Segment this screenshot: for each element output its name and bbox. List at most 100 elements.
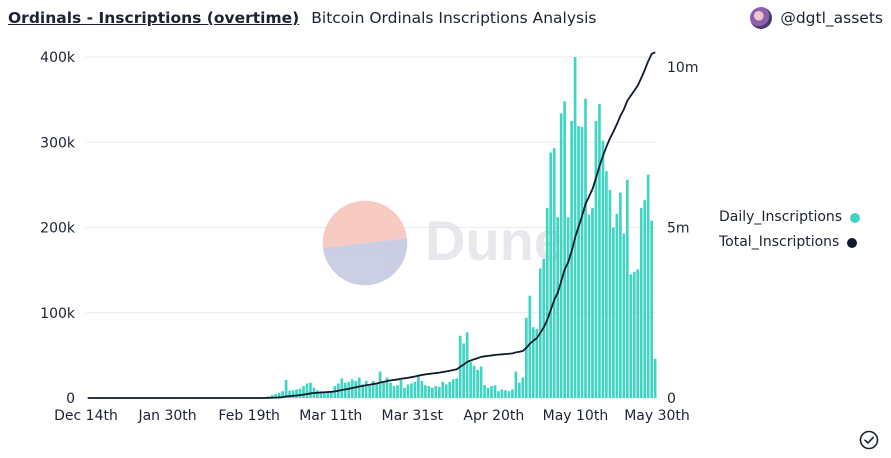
check-circle-icon[interactable] [859,430,879,450]
author-name: @dgtl_assets [780,9,883,27]
daily-inscriptions-bar [615,213,619,398]
avatar [750,7,773,29]
legend-item-daily[interactable]: Daily_Inscriptions [719,205,861,230]
daily-inscriptions-bar [451,379,455,398]
daily-inscriptions-bar [430,387,434,398]
daily-inscriptions-bar [490,386,493,398]
daily-inscriptions-bar [650,220,654,398]
daily-inscriptions-bar [455,378,459,398]
dune-logo-bottom [323,238,408,286]
x-tick-label: Dec 14th [54,408,118,424]
author-link[interactable]: @dgtl_assets [750,7,883,29]
dune-watermark: Dune [322,200,565,286]
daily-inscriptions-bar [472,365,476,398]
daily-inscriptions-bar [465,332,469,398]
daily-inscriptions-bar [598,103,601,398]
daily-inscriptions-bar [535,328,539,398]
daily-inscriptions-bar [284,380,288,398]
daily-inscriptions-bar [646,174,650,398]
daily-inscriptions-bar [591,207,594,398]
dune-watermark-text: Dune [425,209,565,272]
daily-inscriptions-bar [309,382,312,398]
daily-inscriptions-bar [500,389,504,398]
daily-inscriptions-bar [274,394,277,398]
daily-inscriptions-bar [605,171,608,398]
daily-inscriptions-bar [305,383,309,398]
daily-inscriptions-bar [316,390,319,398]
daily-inscriptions-bar [559,113,563,398]
daily-inscriptions-bar [347,381,351,398]
legend-dot-daily [850,212,861,223]
daily-inscriptions-bar [629,274,633,398]
daily-inscriptions-bar [385,377,389,398]
legend-item-total[interactable]: Total_Inscriptions [719,230,860,255]
daily-inscriptions-bar [469,362,472,398]
daily-inscriptions-bar [420,380,424,398]
daily-inscriptions-bar [441,381,445,398]
daily-inscriptions-bar [531,327,535,398]
daily-inscriptions-bar [612,227,615,398]
legend: Daily_Inscriptions Total_Inscriptions [719,205,861,255]
daily-inscriptions-bar [552,148,556,398]
daily-inscriptions-bar [375,384,378,398]
legend-label-daily: Daily_Inscriptions [719,209,843,225]
daily-inscriptions-bar [413,381,417,398]
daily-inscriptions-bar [507,391,511,398]
y-axis-right: 0 5m 10m [667,60,698,407]
daily-inscriptions-bar [625,179,629,398]
daily-inscriptions-bar [437,386,441,398]
daily-inscriptions-bar [580,126,584,399]
daily-inscriptions-bar [403,387,406,398]
daily-inscriptions-bar [462,343,465,398]
daily-inscriptions-bar [587,214,591,398]
daily-inscriptions-bar [326,392,330,398]
daily-inscriptions-bar [528,295,532,398]
x-axis: Dec 14th Jan 30th Feb 19th Mar 11th Mar 31st… [54,408,690,424]
x-tick-label: Mar 31st [382,408,444,424]
daily-inscriptions-bar [563,101,566,398]
chart-header: Ordinals - Inscriptions (overtime) Bitco… [8,6,883,30]
daily-inscriptions-bar [295,389,298,398]
daily-inscriptions-bar [511,389,514,398]
chart-title-link[interactable]: Ordinals - Inscriptions (overtime) [8,9,300,27]
daily-inscriptions-bar [573,57,577,398]
legend-label-total: Total_Inscriptions [719,234,840,250]
daily-inscriptions-bar [406,384,410,398]
daily-inscriptions-bar [639,207,643,398]
daily-inscriptions-bar [396,385,399,398]
x-tick-label: May 10th [543,408,609,424]
daily-inscriptions-bar [448,381,452,398]
x-tick-label: Apr 20th [463,408,524,424]
daily-inscriptions-bar [302,386,305,398]
daily-inscriptions-bar [479,366,483,398]
daily-inscriptions-bar [291,390,295,398]
x-tick-label: Jan 30th [137,408,196,424]
y-left-tick-label: 0 [66,391,75,407]
daily-inscriptions-bar [368,386,371,398]
daily-inscriptions-bar [504,390,507,398]
daily-inscriptions-bar [340,378,344,398]
x-tick-label: May 30th [624,408,690,424]
daily-inscriptions-bar [653,358,657,398]
daily-inscriptions-bar [566,217,570,398]
daily-inscriptions-bar [392,386,396,398]
daily-inscriptions-bar [549,152,553,398]
y-right-tick-label: 5m [667,221,690,237]
y-axis-left: 0 100k 200k 300k 400k [40,50,76,407]
daily-inscriptions-bar [483,385,486,398]
daily-inscriptions-bar [427,386,431,398]
daily-inscriptions-bar [497,391,500,398]
daily-inscriptions-bar [601,140,605,399]
daily-inscriptions-bar [382,382,385,398]
daily-inscriptions-bar [594,120,598,398]
daily-inscriptions-bar [632,271,636,398]
daily-inscriptions-bar [343,382,347,398]
daily-inscriptions-bar [643,200,647,398]
y-right-tick-label: 10m [667,60,698,76]
daily-inscriptions-bar [417,374,420,398]
daily-inscriptions-bar [389,382,392,398]
daily-inscriptions-bar [354,380,358,398]
x-tick-label: Feb 19th [218,408,279,424]
total-inscriptions-line [87,51,656,399]
